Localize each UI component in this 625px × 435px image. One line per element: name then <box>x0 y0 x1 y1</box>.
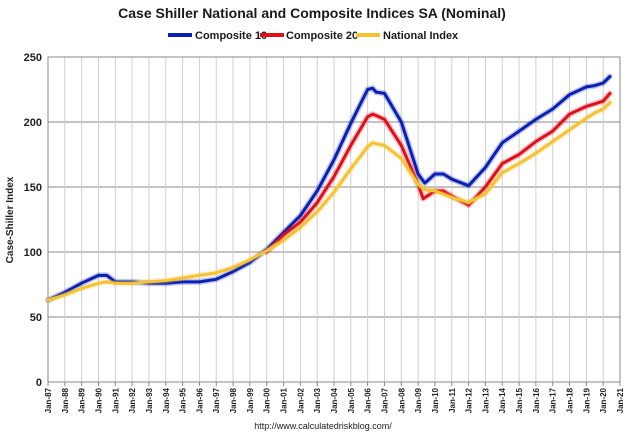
chart-title: Case Shiller National and Composite Indi… <box>118 5 506 21</box>
x-tick-label: Jan-07 <box>380 387 389 413</box>
x-tick-label: Jan-08 <box>397 387 406 413</box>
x-tick-label: Jan-09 <box>414 387 423 413</box>
y-tick-label: 0 <box>36 377 42 389</box>
legend-label-national-index: National Index <box>383 30 459 42</box>
y-axis-label: Case-Shiller Index <box>5 176 16 263</box>
x-tick-label: Jan-88 <box>61 387 70 413</box>
x-tick-label: Jan-00 <box>263 387 272 413</box>
x-tick-label: Jan-87 <box>44 387 53 413</box>
x-tick-label: Jan-01 <box>280 387 289 413</box>
x-tick-label: Jan-17 <box>549 387 558 413</box>
x-tick-label: Jan-90 <box>94 387 103 413</box>
x-tick-label: Jan-97 <box>212 387 221 413</box>
x-tick-label: Jan-95 <box>179 387 188 413</box>
y-tick-label: 250 <box>24 52 42 64</box>
x-tick-label: Jan-21 <box>616 387 625 413</box>
x-tick-label: Jan-20 <box>599 387 608 413</box>
x-tick-label: Jan-92 <box>128 387 137 413</box>
x-tick-label: Jan-11 <box>448 387 457 412</box>
x-tick-label: Jan-99 <box>246 387 255 413</box>
grid <box>47 56 621 383</box>
x-tick-label: Jan-89 <box>78 387 87 413</box>
x-tick-label: Jan-91 <box>111 387 120 413</box>
x-tick-label: Jan-18 <box>566 387 575 413</box>
x-tick-label: Jan-05 <box>347 387 356 413</box>
y-tick-label: 100 <box>24 247 42 259</box>
legend-label-composite-10: Composite 10 <box>195 30 267 42</box>
x-tick-label: Jan-16 <box>532 387 541 413</box>
x-tick-label: Jan-02 <box>296 387 305 413</box>
x-tick-label: Jan-10 <box>431 387 440 413</box>
x-tick-label: Jan-98 <box>229 387 238 413</box>
series <box>45 73 613 304</box>
x-tick-label: Jan-14 <box>498 387 507 413</box>
x-tick-label: Jan-15 <box>515 387 524 413</box>
source-url: http://www.calculatedriskblog.com/ <box>254 421 392 431</box>
x-tick-label: Jan-03 <box>313 387 322 413</box>
x-tick-label: Jan-06 <box>364 387 373 413</box>
legend: Composite 10 Composite 20 National Index <box>168 30 459 42</box>
y-tick-label: 150 <box>24 182 42 194</box>
y-tick-label: 200 <box>24 117 42 129</box>
x-tick-label: Jan-19 <box>582 387 591 413</box>
x-tick-label: Jan-93 <box>145 387 154 413</box>
series-line-national-index <box>46 101 612 302</box>
y-axis: 0 50 100 150 200 250 <box>24 52 42 389</box>
x-tick-label: Jan-04 <box>330 387 339 413</box>
x-tick-label: Jan-96 <box>195 387 204 413</box>
x-tick-label: Jan-13 <box>481 387 490 413</box>
legend-label-composite-20: Composite 20 <box>286 30 358 42</box>
y-tick-label: 50 <box>30 312 42 324</box>
x-tick-label: Jan-94 <box>162 387 171 413</box>
x-tick-label: Jan-12 <box>465 387 474 413</box>
x-axis: Jan-87 Jan-88 Jan-89 Jan-90 Jan-91 Jan-92 Jan-… <box>44 382 625 413</box>
